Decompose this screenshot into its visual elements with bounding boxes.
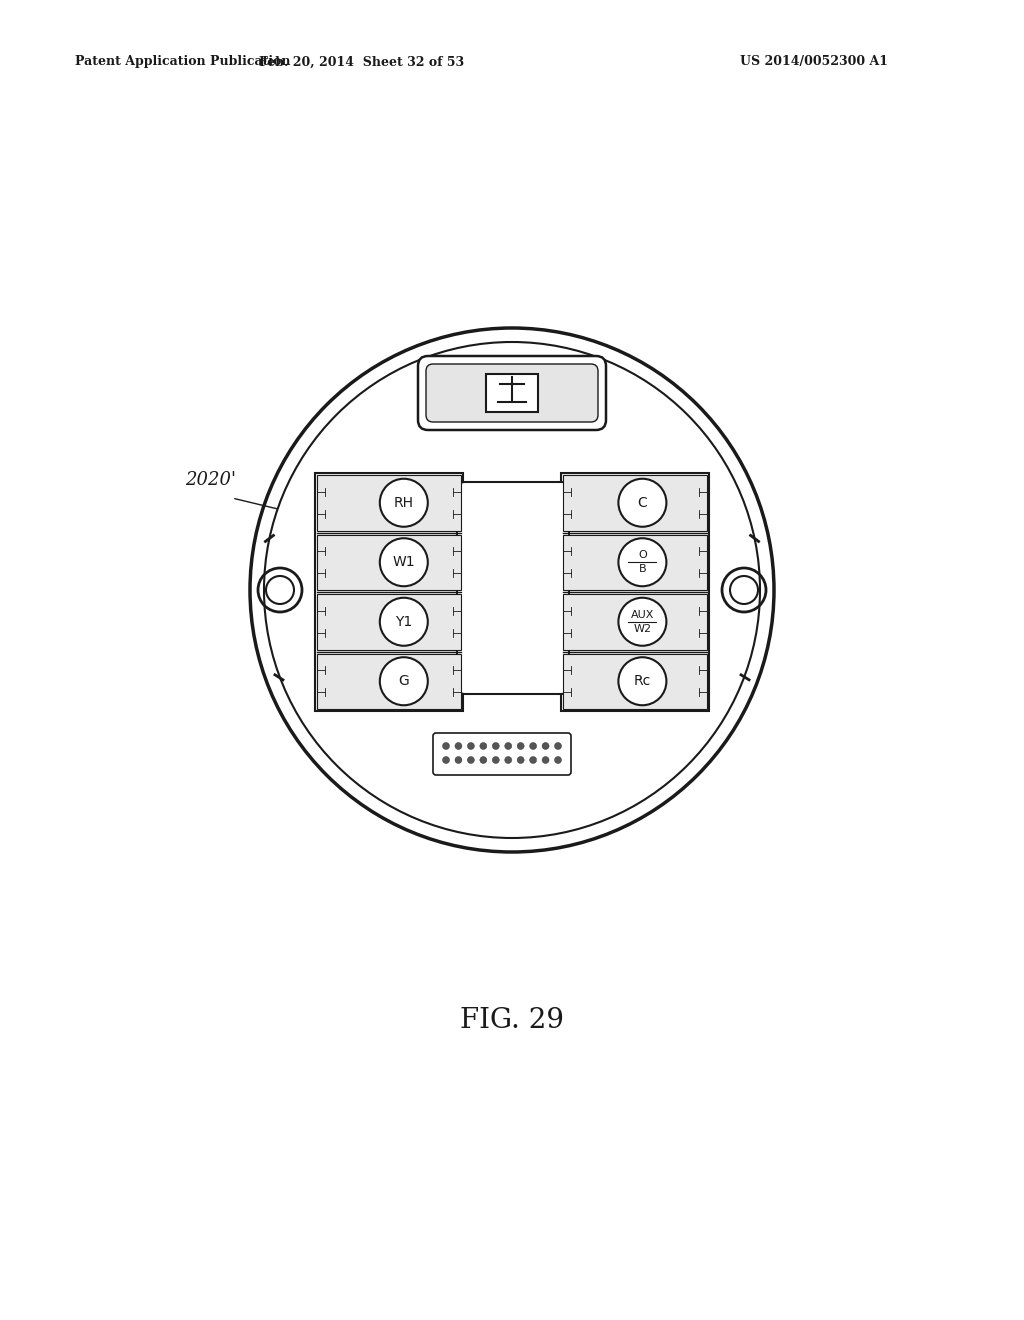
FancyBboxPatch shape [457,482,569,694]
Text: O: O [638,550,647,560]
Circle shape [529,756,537,763]
Text: AUX: AUX [631,610,654,620]
Circle shape [380,479,428,527]
Text: B: B [639,564,646,574]
Circle shape [555,756,561,763]
Circle shape [467,756,474,763]
Text: FIG. 29: FIG. 29 [460,1006,564,1034]
Text: US 2014/0052300 A1: US 2014/0052300 A1 [740,55,888,69]
Circle shape [618,479,667,527]
Circle shape [380,539,428,586]
Circle shape [517,756,524,763]
Circle shape [505,742,512,750]
Circle shape [380,598,428,645]
Circle shape [505,756,512,763]
Circle shape [555,742,561,750]
FancyBboxPatch shape [563,535,707,590]
Text: 2020': 2020' [185,471,236,488]
FancyBboxPatch shape [317,594,461,649]
Text: Y1: Y1 [395,615,413,628]
Text: Feb. 20, 2014  Sheet 32 of 53: Feb. 20, 2014 Sheet 32 of 53 [259,55,465,69]
Circle shape [380,657,428,705]
Text: G: G [398,675,410,688]
Text: C: C [638,496,647,510]
Circle shape [266,576,294,605]
FancyBboxPatch shape [418,356,606,430]
Circle shape [442,756,450,763]
FancyBboxPatch shape [317,535,461,590]
Circle shape [529,742,537,750]
FancyBboxPatch shape [315,473,463,711]
Circle shape [493,756,500,763]
Circle shape [493,742,500,750]
Circle shape [618,598,667,645]
FancyBboxPatch shape [563,653,707,709]
Circle shape [480,756,486,763]
Circle shape [618,539,667,586]
Circle shape [467,742,474,750]
Circle shape [542,742,549,750]
Circle shape [442,742,450,750]
Circle shape [264,342,760,838]
Text: Rc: Rc [634,675,651,688]
Circle shape [480,742,486,750]
Text: RH: RH [394,496,414,510]
FancyBboxPatch shape [563,594,707,649]
FancyBboxPatch shape [317,653,461,709]
Circle shape [618,657,667,705]
FancyBboxPatch shape [561,473,709,711]
FancyBboxPatch shape [563,475,707,531]
Text: Patent Application Publication: Patent Application Publication [75,55,291,69]
Circle shape [517,742,524,750]
Text: W2: W2 [633,624,651,634]
Text: W1: W1 [392,556,415,569]
Circle shape [455,756,462,763]
FancyBboxPatch shape [433,733,571,775]
Circle shape [455,742,462,750]
FancyBboxPatch shape [426,364,598,422]
Circle shape [730,576,758,605]
Circle shape [542,756,549,763]
FancyBboxPatch shape [317,475,461,531]
FancyBboxPatch shape [486,374,538,412]
